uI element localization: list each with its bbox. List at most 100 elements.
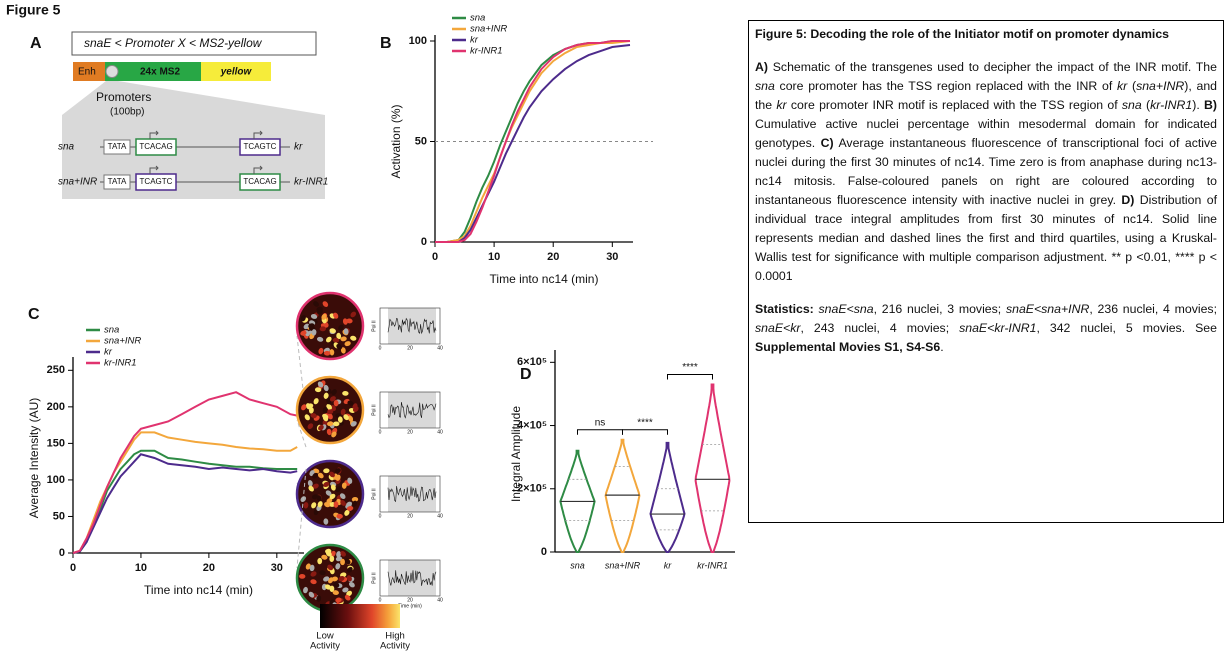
nucleus [350,421,357,427]
nucleus [340,558,345,566]
y-tick-label: 6×10⁵ [517,356,547,368]
tata-label: TATA [108,142,127,151]
nucleus [308,407,314,414]
caption-text: Figure 5: Decoding the role of the Initi… [755,27,1170,41]
caption-paragraph: A) Schematic of the transgenes used to d… [755,58,1217,286]
row-left-label: sna [58,142,75,153]
nucleus [346,575,352,582]
thumb-ylabel: Pol II [371,320,377,331]
nucleus [326,409,334,415]
violin [694,383,731,553]
caption-text: . [940,340,944,354]
nucleus [318,347,324,355]
thumb-xtick: 0 [379,597,382,603]
nucleus [325,336,332,343]
nucleus [309,564,315,572]
series-line [435,40,630,243]
nucleus [303,586,308,594]
colorbar [320,604,400,628]
violin [604,438,641,553]
y-axis-label: Integral Amplitude [509,406,523,502]
ms2-label: 24x MS2 [140,67,180,78]
caption-text: snaE<kr [755,321,801,335]
inr-label: TCACAG [139,142,172,151]
caption-text: Distribution of individual trace integra… [755,193,1217,283]
nucleus [323,518,329,525]
nucleus [340,550,346,557]
thumb-xtick: 40 [437,429,443,435]
nucleus [347,477,353,484]
nucleus [343,328,349,335]
thumb-frame [379,559,441,597]
nucleus [326,421,334,427]
nucleus [301,404,307,411]
nucleus [351,496,359,502]
nucleus [336,513,343,519]
figure: Figure 5 A snaE < Promoter X < MS2-yello… [6,2,735,651]
caption-text: C) [820,136,834,150]
nucleus [351,500,358,507]
figure-label: Figure 5 [6,2,61,18]
thumb-xtick: 40 [437,345,443,351]
caption-text: kr [776,98,787,112]
caption-paragraph: Figure 5: Decoding the role of the Initi… [755,25,1217,44]
thumb-trace [387,317,437,335]
nucleus [338,576,345,582]
nucleus [323,350,331,356]
legend-label: sna+INR [104,336,141,347]
nucleus [352,406,359,412]
series-line [72,453,298,554]
nucleus [316,595,322,602]
inr-label: TCAGTC [140,177,173,186]
nucleus [312,472,319,479]
nucleus [329,396,336,402]
nucleus [311,329,317,336]
nucleus [335,474,341,481]
colorbar-label: Activity [310,641,340,651]
thumb-xtick: 0 [379,429,382,435]
nucleus [338,324,344,331]
nucleus [342,390,349,396]
nucleus [310,579,317,585]
caption-text: sna [1121,98,1142,112]
row-left-label: sna+INR [58,177,97,188]
caption-text: Statistics: [755,302,814,316]
thumb-xtick: 0 [379,513,382,519]
significance-label: ns [595,417,606,428]
legend-label: sna [104,325,119,336]
inr-box [239,173,281,191]
significance-bracket [577,429,623,435]
nucleus [316,336,324,342]
significance-bracket [667,373,713,380]
thumb-trace [387,486,437,503]
thumb-frame [379,307,441,345]
nucleus [310,571,317,577]
nucleus [330,405,337,411]
panel-label: B [380,35,392,52]
connector [296,468,307,569]
panel-label: D [520,366,532,383]
nucleus [346,505,354,511]
nucleus [347,415,354,422]
inr-label: TCACAG [243,177,276,186]
x-tick-label: 10 [135,562,147,574]
y-tick-label: 250 [47,364,65,376]
nucleus [312,483,319,489]
caption-text: sna [755,79,775,93]
tata-label: TATA [108,177,127,186]
inr-box [135,173,177,191]
nucleus [319,326,327,332]
caption-text: Cumulative active nuclei percentage with… [755,117,1217,150]
thumb-ylabel: Pol II [371,572,377,583]
x-tick-label: 30 [606,251,618,263]
tata-box [103,174,131,190]
x-tick-label: sna+INR [605,560,641,570]
caption-text: , 243 nuclei, 4 movies; [800,321,960,335]
significance-label: **** [682,362,698,373]
thumb-xtick: 40 [437,597,443,603]
nucleus [340,500,346,506]
nucleus [344,341,351,347]
nucleus [300,330,307,336]
y-tick-label: 100 [409,35,427,47]
x-tick-label: 20 [547,251,559,263]
